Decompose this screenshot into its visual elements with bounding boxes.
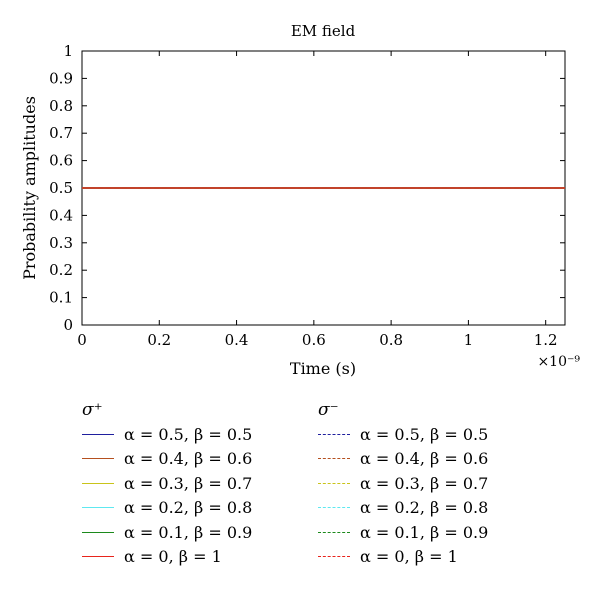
x-tick-label: 1.2 xyxy=(534,331,558,349)
legend-group-sigma-minus: σ⁻ α = 0.5, β = 0.5 α = 0.4, β = 0.6 α = 0… xyxy=(318,398,538,569)
legend-item: α = 0.4, β = 0.6 xyxy=(82,447,302,472)
legend-label: α = 0, β = 1 xyxy=(124,547,222,567)
x-tick-label: 0.8 xyxy=(379,331,403,349)
legend-item: α = 0.5, β = 0.5 xyxy=(318,422,538,447)
legend-swatch xyxy=(318,507,350,509)
y-tick-label: 0.7 xyxy=(49,124,73,142)
line-chart: EM field 0 0.2 0.4 0.6 0.8 1 1.200.10.20.30.40… xyxy=(20,22,580,378)
legend-item: α = 0.5, β = 0.5 xyxy=(82,422,302,447)
legend-item: α = 0, β = 1 xyxy=(82,545,302,570)
legend-label: α = 0.2, β = 0.8 xyxy=(360,498,489,518)
x-tick-label: 0.4 xyxy=(225,331,249,349)
legend: σ⁺ α = 0.5, β = 0.5 α = 0.4, β = 0.6 α = 0… xyxy=(82,398,562,573)
y-axis-label: Probability amplitudes xyxy=(20,96,39,280)
legend-swatch xyxy=(318,458,350,460)
y-tick-label: 1 xyxy=(63,42,73,60)
x-tick-label: 1 xyxy=(464,331,474,349)
legend-label: α = 0.1, β = 0.9 xyxy=(360,522,489,542)
legend-swatch xyxy=(318,433,350,435)
plot-area: 0 0.2 0.4 0.6 0.8 1 1.2 0 0.1 0.2 0.3 0.4 0.5 0.6 0.7 0… xyxy=(49,42,566,349)
x-exponent-label: ×10⁻⁹ xyxy=(537,354,580,370)
legend-swatch xyxy=(318,556,350,558)
legend-swatch xyxy=(82,458,114,460)
legend-label: α = 0.4, β = 0.6 xyxy=(124,449,253,469)
y-tick-label: 0.1 xyxy=(49,289,73,307)
legend-group-sigma-plus: σ⁺ α = 0.5, β = 0.5 α = 0.4, β = 0.6 α = 0… xyxy=(82,398,302,569)
y-tick-label: 0 xyxy=(63,316,73,334)
x-tick-label: 0.2 xyxy=(147,331,171,349)
legend-label: α = 0.3, β = 0.7 xyxy=(124,473,253,493)
x-tick-label: 0.6 xyxy=(302,331,326,349)
legend-heading-sigma-minus: σ⁻ xyxy=(318,400,339,420)
legend-item: α = 0.3, β = 0.7 xyxy=(318,471,538,496)
legend-swatch xyxy=(82,531,114,533)
legend-swatch xyxy=(82,507,114,509)
legend-label: α = 0.2, β = 0.8 xyxy=(124,498,253,518)
legend-item: α = 0.2, β = 0.8 xyxy=(318,496,538,521)
legend-label: α = 0.5, β = 0.5 xyxy=(360,424,489,444)
legend-label: α = 0.1, β = 0.9 xyxy=(124,522,253,542)
legend-swatch xyxy=(318,531,350,533)
y-tick-label: 0.5 xyxy=(49,179,73,197)
y-tick-label: 0.2 xyxy=(49,261,73,279)
legend-item: α = 0.4, β = 0.6 xyxy=(318,447,538,472)
legend-item: α = 0.2, β = 0.8 xyxy=(82,496,302,521)
y-tick-label: 0.6 xyxy=(49,152,73,170)
chart-title: EM field xyxy=(291,22,356,40)
legend-item: α = 0.3, β = 0.7 xyxy=(82,471,302,496)
legend-swatch xyxy=(82,482,114,484)
legend-swatch xyxy=(82,556,114,558)
legend-swatch xyxy=(82,433,114,435)
y-tick-label: 0.8 xyxy=(49,97,73,115)
y-tick-label: 0.3 xyxy=(49,234,73,252)
legend-item: α = 0.1, β = 0.9 xyxy=(82,520,302,545)
y-tick-label: 0.4 xyxy=(49,206,73,224)
legend-label: α = 0.4, β = 0.6 xyxy=(360,449,489,469)
legend-item: α = 0, β = 1 xyxy=(318,545,538,570)
y-tick-label: 0.9 xyxy=(49,69,73,87)
legend-item: α = 0.1, β = 0.9 xyxy=(318,520,538,545)
legend-heading-sigma-plus: σ⁺ xyxy=(82,400,103,420)
x-axis-label: Time (s) xyxy=(290,359,356,378)
x-tick-label: 0 xyxy=(77,331,87,349)
legend-label: α = 0, β = 1 xyxy=(360,547,458,567)
legend-label: α = 0.3, β = 0.7 xyxy=(360,473,489,493)
legend-label: α = 0.5, β = 0.5 xyxy=(124,424,253,444)
legend-swatch xyxy=(318,482,350,484)
